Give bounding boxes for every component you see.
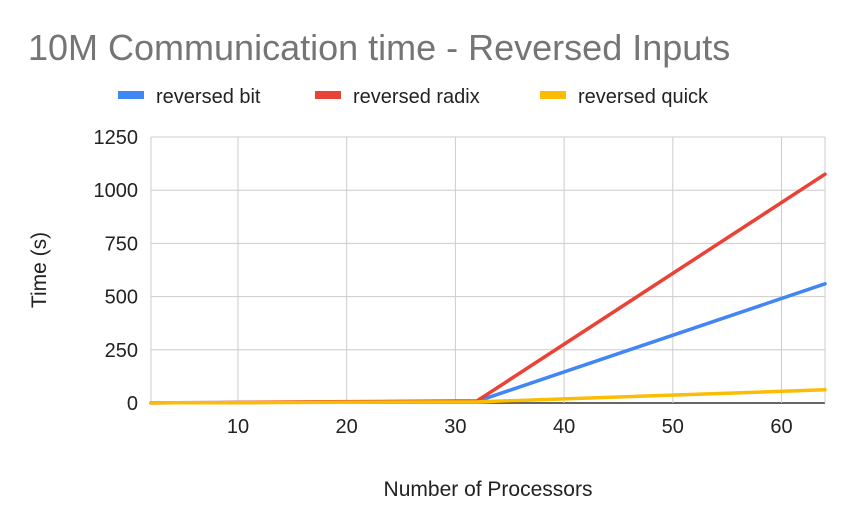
series-line-reversed-bit	[149, 282, 827, 405]
series-lines	[149, 172, 827, 405]
series-line-reversed-radix	[149, 172, 827, 405]
y-axis-ticks: 0 250 500 750 1000 1250	[94, 127, 139, 415]
x-tick-label: 20	[336, 416, 358, 438]
legend-swatch	[118, 91, 144, 99]
y-tick-label: 250	[105, 340, 138, 362]
legend-swatch	[315, 91, 341, 99]
legend-label: reversed bit	[156, 86, 261, 108]
y-axis-label: Time (s)	[28, 232, 51, 308]
y-tick-label: 500	[105, 287, 138, 309]
grid	[150, 136, 826, 404]
legend: reversed bit reversed radix reversed quick	[118, 86, 709, 108]
y-tick-label: 750	[105, 233, 138, 255]
chart-title: 10M Communication time - Reversed Inputs	[28, 27, 730, 68]
legend-label: reversed quick	[578, 86, 709, 108]
legend-label: reversed radix	[353, 86, 480, 108]
y-tick-label: 0	[127, 393, 138, 415]
x-tick-label: 40	[553, 416, 575, 438]
x-tick-label: 60	[770, 416, 792, 438]
series-line-reversed-quick	[149, 388, 827, 405]
x-axis-label: Number of Processors	[384, 478, 593, 501]
x-tick-label: 30	[444, 416, 466, 438]
legend-swatch	[540, 91, 566, 99]
x-tick-label: 10	[227, 416, 249, 438]
x-axis-ticks: 10 20 30 40 50 60	[227, 416, 793, 438]
y-tick-label: 1250	[94, 127, 139, 149]
x-tick-label: 50	[662, 416, 684, 438]
y-tick-label: 1000	[94, 180, 139, 202]
